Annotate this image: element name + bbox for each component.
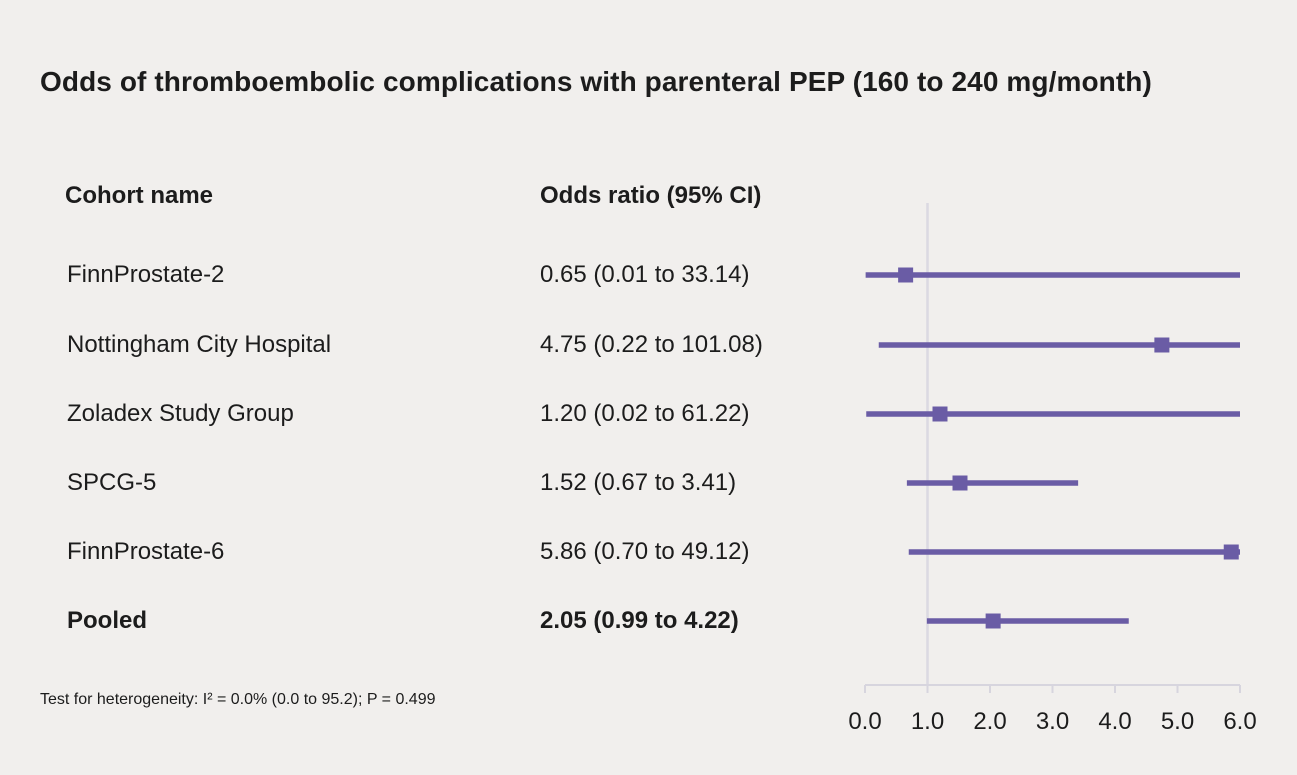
odds-ratio-value: 1.52 (0.67 to 3.41) <box>540 469 737 496</box>
cohort-column-header: Cohort name <box>65 182 214 209</box>
svg-text:0.0: 0.0 <box>848 708 881 735</box>
odds-ratio-value: 0.65 (0.01 to 33.14) <box>540 261 750 288</box>
odds-ratio-value: 1.20 (0.02 to 61.22) <box>540 400 750 427</box>
svg-text:3.0: 3.0 <box>1036 708 1069 735</box>
cohort-name: Zoladex Study Group <box>67 400 294 427</box>
heterogeneity-footnote: Test for heterogeneity: I² = 0.0% (0.0 t… <box>40 691 436 708</box>
cohort-name: Nottingham City Hospital <box>67 331 332 358</box>
cohort-name: SPCG-5 <box>67 469 157 496</box>
svg-text:6.0: 6.0 <box>1223 708 1256 735</box>
odds-ratio-value: 5.86 (0.70 to 49.12) <box>540 538 750 565</box>
chart-title: Odds of thromboembolic complications wit… <box>40 66 1152 97</box>
svg-text:4.0: 4.0 <box>1098 708 1131 735</box>
cohort-name: FinnProstate-2 <box>67 261 225 288</box>
svg-text:5.0: 5.0 <box>1161 708 1194 735</box>
odds-ratio-value: 4.75 (0.22 to 101.08) <box>540 331 763 358</box>
cohort-name: FinnProstate-6 <box>67 538 225 565</box>
cohort-name: Pooled <box>67 607 148 634</box>
svg-text:1.0: 1.0 <box>911 708 944 735</box>
svg-text:2.0: 2.0 <box>973 708 1006 735</box>
odds-ratio-value: 2.05 (0.99 to 4.22) <box>540 607 739 634</box>
odds-ratio-column-header: Odds ratio (95% CI) <box>540 182 762 209</box>
